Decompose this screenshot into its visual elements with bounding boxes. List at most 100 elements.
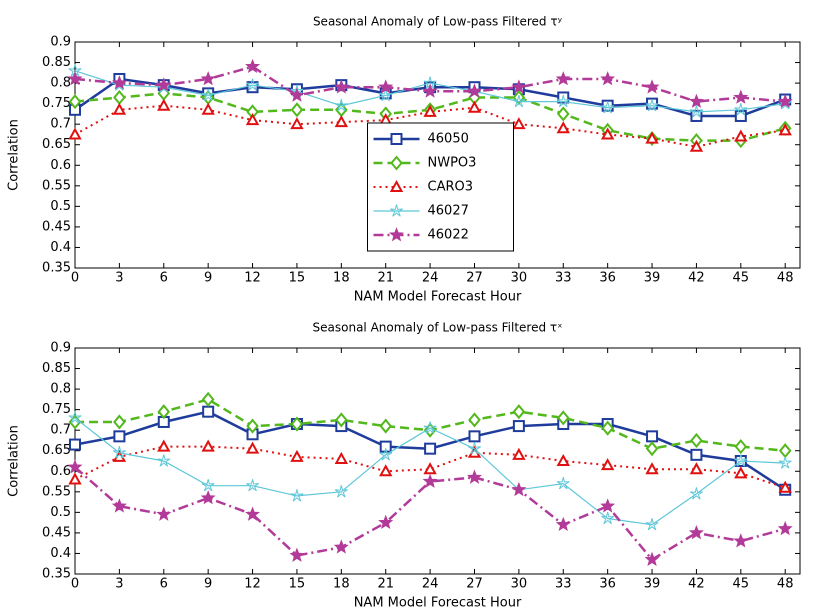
- x-tick-label: 42: [688, 271, 705, 286]
- y-tick-label: 0.75: [42, 96, 71, 111]
- marker: [157, 439, 171, 452]
- marker: [290, 102, 304, 118]
- marker: [69, 438, 81, 451]
- marker: [468, 412, 481, 428]
- marker: [68, 127, 82, 140]
- marker: [334, 451, 349, 464]
- marker: [246, 479, 259, 492]
- marker: [334, 485, 348, 498]
- x-tick-label: 18: [333, 271, 350, 286]
- y-tick-label: 0.35: [42, 567, 71, 582]
- marker: [512, 404, 526, 420]
- marker: [734, 129, 748, 142]
- y-tick-label: 0.75: [42, 402, 71, 417]
- marker: [511, 79, 527, 94]
- x-tick-label: 9: [204, 577, 212, 592]
- marker: [246, 418, 259, 434]
- x-tick-label: 21: [377, 271, 394, 286]
- marker: [777, 520, 793, 536]
- x-tick-label: 3: [115, 577, 123, 592]
- x-tick-label: 45: [733, 271, 750, 286]
- y-axis-label: Correlation: [7, 119, 22, 191]
- marker: [556, 94, 570, 108]
- x-tick-label: 48: [777, 577, 794, 592]
- marker: [423, 421, 437, 434]
- legend-label: 46022: [428, 228, 469, 243]
- marker: [689, 487, 703, 500]
- y-tick-label: 0.45: [42, 219, 71, 234]
- marker: [734, 466, 748, 479]
- legend-marker: [390, 133, 403, 145]
- marker: [379, 448, 393, 461]
- marker: [379, 418, 393, 434]
- marker: [113, 414, 126, 430]
- marker: [335, 412, 348, 428]
- x-tick-label: 30: [511, 577, 528, 592]
- marker: [67, 459, 83, 474]
- marker: [424, 442, 437, 455]
- x-axis-label: NAM Model Forecast Hour: [354, 596, 522, 611]
- marker: [290, 117, 304, 130]
- y-tick-label: 0.5: [50, 199, 71, 214]
- marker: [600, 71, 616, 86]
- x-tick-label: 0: [71, 271, 79, 286]
- marker: [645, 99, 659, 112]
- marker: [512, 420, 525, 433]
- marker: [467, 83, 482, 98]
- marker: [557, 91, 570, 104]
- y-tick-label: 0.7: [50, 423, 71, 438]
- x-tick-label: 27: [466, 577, 483, 592]
- marker: [68, 472, 82, 485]
- marker: [556, 410, 570, 426]
- y-tick-label: 0.8: [50, 382, 71, 397]
- marker: [690, 432, 703, 449]
- legend-marker: [390, 204, 403, 217]
- marker: [556, 453, 570, 466]
- marker: [334, 99, 348, 112]
- marker: [157, 404, 171, 420]
- marker: [201, 88, 215, 102]
- y-tick-label: 0.65: [42, 443, 71, 458]
- marker: [333, 79, 349, 94]
- y-tick-label: 0.6: [50, 464, 71, 479]
- y-tick-label: 0.9: [50, 341, 71, 356]
- x-tick-label: 27: [466, 271, 483, 286]
- x-tick-label: 42: [688, 577, 705, 592]
- x-tick-label: 6: [160, 271, 168, 286]
- y-axis-label: Correlation: [7, 425, 22, 497]
- marker: [690, 109, 703, 122]
- marker: [512, 447, 526, 460]
- marker: [512, 94, 526, 108]
- marker: [246, 78, 259, 91]
- legend-label: CARO3: [428, 180, 474, 195]
- marker: [289, 547, 305, 562]
- marker: [733, 533, 749, 548]
- y-tick-label: 0.6: [50, 158, 71, 173]
- chart-title: Seasonal Anomaly of Low-pass Filtered τʸ: [313, 15, 563, 29]
- legend-marker: [390, 155, 403, 171]
- legend-label: 46050: [428, 132, 469, 147]
- marker: [468, 442, 481, 455]
- marker: [289, 87, 305, 102]
- x-tick-label: 18: [333, 577, 350, 592]
- x-tick-label: 21: [377, 577, 394, 592]
- marker: [645, 518, 659, 531]
- marker: [113, 430, 126, 443]
- y-tick-label: 0.85: [42, 55, 71, 70]
- marker: [202, 405, 215, 418]
- x-tick-label: 24: [422, 577, 439, 592]
- marker: [734, 109, 747, 122]
- x-tick-label: 33: [555, 577, 572, 592]
- marker: [689, 139, 704, 152]
- marker: [644, 79, 660, 94]
- marker: [156, 506, 172, 521]
- x-tick-label: 36: [599, 577, 616, 592]
- marker: [688, 93, 704, 108]
- x-tick-label: 12: [244, 271, 261, 286]
- marker: [201, 102, 215, 115]
- marker: [68, 94, 82, 110]
- legend-marker: [389, 179, 404, 192]
- marker: [423, 104, 437, 117]
- x-tick-label: 0: [71, 577, 79, 592]
- x-tick-label: 9: [204, 271, 212, 286]
